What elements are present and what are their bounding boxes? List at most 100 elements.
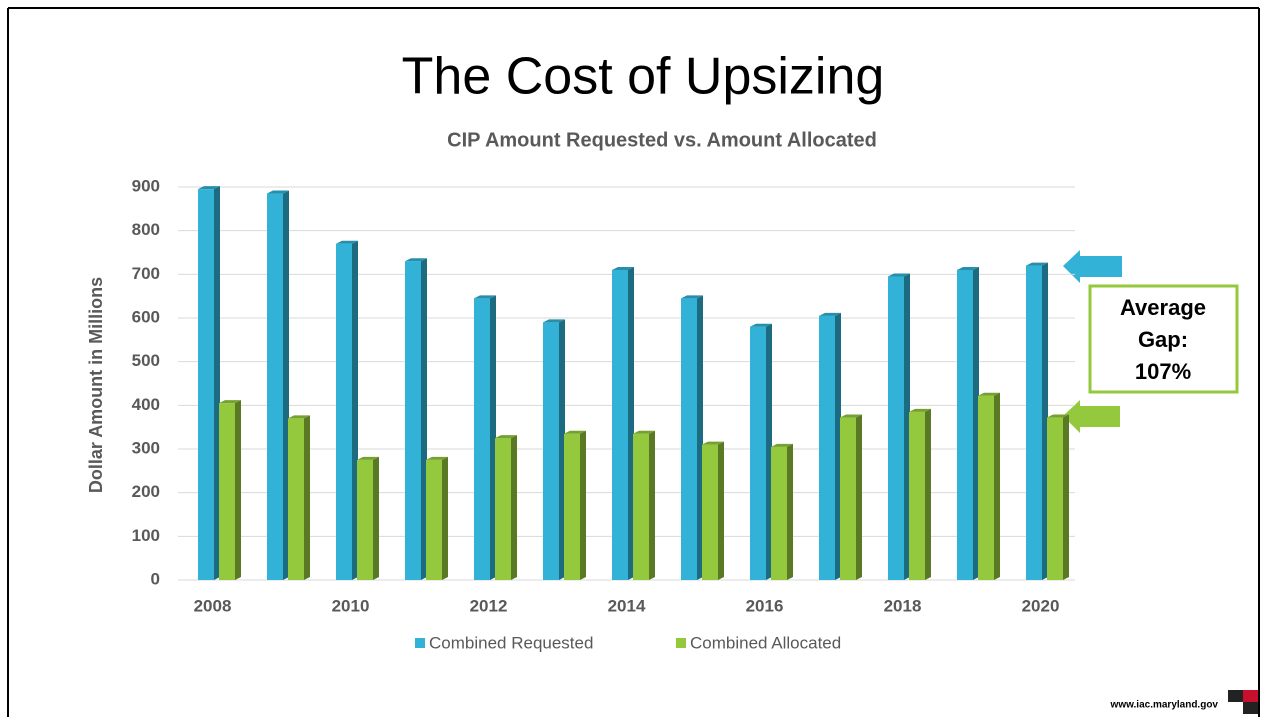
y-tick-label: 200 [132, 482, 160, 501]
slide-title: The Cost of Upsizing [402, 48, 885, 106]
bar-face [766, 323, 772, 580]
footer: www.iac.maryland.gov [1110, 700, 1219, 711]
bar [681, 295, 703, 580]
bar-face [978, 395, 994, 580]
bar [357, 456, 379, 580]
bar-face [957, 266, 979, 270]
arrow [1063, 250, 1122, 283]
bar-face [957, 269, 973, 580]
bar-face [925, 408, 931, 580]
bar-face [771, 446, 787, 580]
x-tick-label: 2016 [746, 596, 784, 615]
bar-face [564, 430, 586, 434]
bar-face [495, 438, 511, 580]
bar-face [214, 186, 220, 580]
bar-face [198, 189, 214, 580]
bar-face [840, 417, 856, 580]
y-tick-label: 500 [132, 351, 160, 370]
legend-label: Combined Requested [429, 633, 593, 652]
bar-face [564, 433, 580, 580]
bar-face [1047, 417, 1063, 580]
legend-swatch [676, 638, 686, 648]
bar [909, 408, 931, 580]
y-tick-label: 100 [132, 526, 160, 545]
y-tick-label: 700 [132, 264, 160, 283]
bar-face [856, 414, 862, 580]
y-tick-label: 400 [132, 395, 160, 414]
bar-face [633, 430, 655, 434]
bar-face [426, 456, 448, 460]
bar [198, 186, 220, 580]
bar-face [490, 295, 496, 580]
bar-face [474, 295, 496, 299]
x-tick-label: 2012 [470, 596, 508, 615]
bar [405, 258, 427, 580]
chart-title: CIP Amount Requested vs. Amount Allocate… [447, 129, 877, 151]
bar-face [219, 403, 235, 580]
bar [495, 435, 517, 580]
bar [819, 312, 841, 580]
bar-face [336, 240, 358, 244]
bar-face [819, 312, 841, 316]
x-tick-label: 2020 [1022, 596, 1060, 615]
bar-face [628, 266, 634, 580]
legend-swatch [415, 638, 425, 648]
y-tick-label: 800 [132, 220, 160, 239]
bar-face [288, 418, 304, 580]
bar-face [1042, 262, 1048, 580]
annotation-box [1088, 284, 1239, 394]
bar-face [1063, 414, 1069, 580]
x-tick-label: 2010 [332, 596, 370, 615]
bar-face [681, 298, 697, 580]
bar-face [198, 186, 220, 190]
bar-face [357, 456, 379, 460]
bar [612, 266, 634, 580]
bar [543, 319, 565, 580]
bar-face [787, 443, 793, 580]
bar-face [288, 415, 310, 419]
bar-face [1026, 262, 1048, 266]
bar-face [543, 322, 559, 580]
bar [336, 240, 358, 580]
bar-face [1047, 414, 1069, 418]
bar-face [267, 190, 289, 194]
bar-face [421, 258, 427, 580]
bar-face [235, 400, 241, 580]
bar-face [909, 411, 925, 580]
bar-face [840, 414, 862, 418]
bar-face [426, 459, 442, 580]
x-tick-label: 2018 [884, 596, 922, 615]
bar-face [904, 273, 910, 580]
bar [840, 414, 862, 580]
bar [474, 295, 496, 580]
bar-face [1026, 265, 1042, 580]
bar-face [612, 266, 634, 270]
bar [267, 190, 289, 581]
bar [219, 400, 241, 580]
bar-face [819, 315, 835, 580]
bar-face [994, 392, 1000, 580]
bar [888, 273, 910, 580]
bar-face [373, 456, 379, 580]
bar-face [978, 392, 1000, 396]
bar [702, 441, 724, 580]
bar-face [580, 430, 586, 580]
bar-face [442, 456, 448, 580]
bar [633, 430, 655, 580]
flag-icon [1228, 690, 1258, 714]
arrow [1063, 400, 1120, 433]
bar-face [474, 298, 490, 580]
y-tick-label: 300 [132, 438, 160, 457]
annotation: Gap: [1138, 327, 1188, 352]
bar-face [405, 261, 421, 580]
bar-face [750, 323, 772, 327]
y-tick-label: 600 [132, 307, 160, 326]
bar-face [405, 258, 427, 262]
legend-label: Combined Allocated [690, 633, 841, 652]
bar-face [888, 273, 910, 277]
bar-face [973, 266, 979, 580]
bar-face [750, 326, 766, 580]
bar-face [909, 408, 931, 412]
bar-face [283, 190, 289, 581]
